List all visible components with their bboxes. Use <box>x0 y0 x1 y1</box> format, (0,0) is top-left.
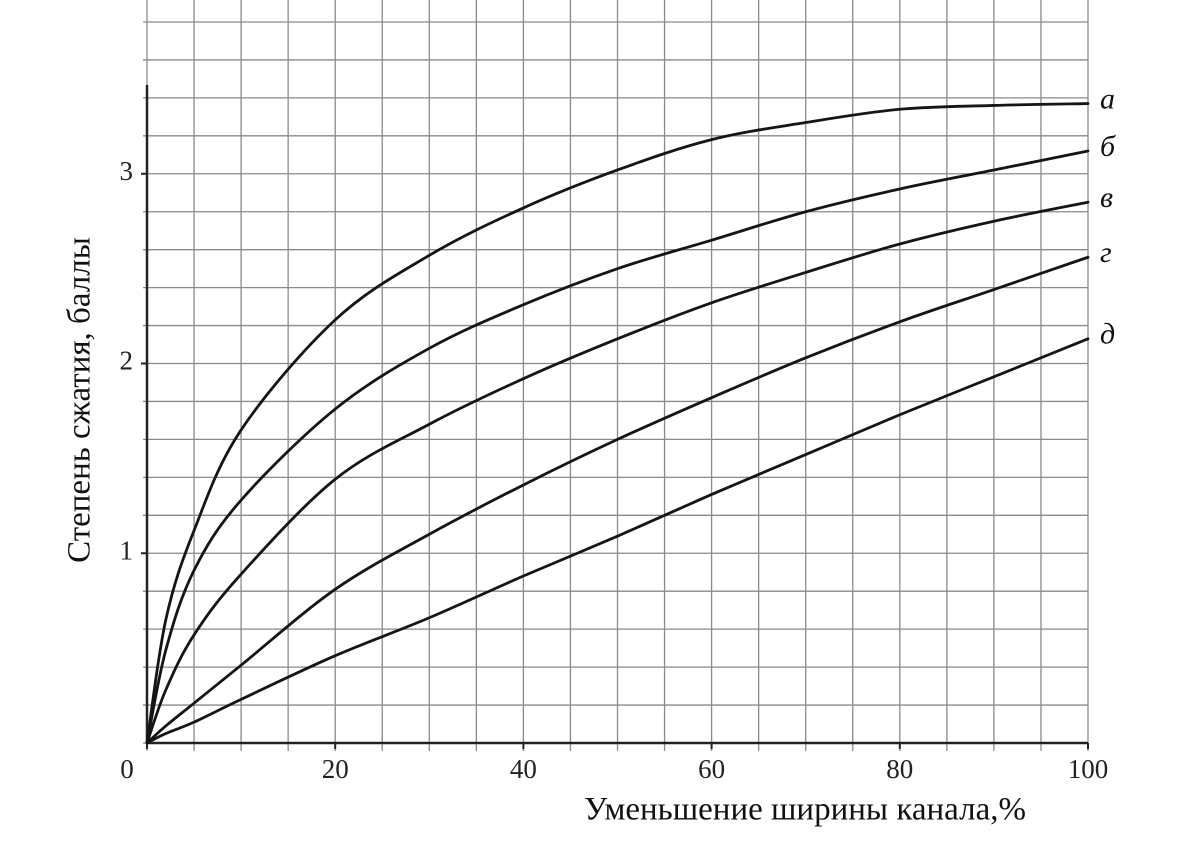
x-axis-title: Уменьшение ширины канала,% <box>584 792 1026 828</box>
series-label: г <box>1100 236 1112 269</box>
series-label: б <box>1100 130 1116 163</box>
x-tick-label: 60 <box>698 754 725 784</box>
data-line <box>145 337 1090 745</box>
data-line <box>145 102 1090 745</box>
data-line <box>145 200 1090 745</box>
series-label: а <box>1100 82 1115 115</box>
data-line <box>145 255 1090 745</box>
x-tick-label: 40 <box>510 754 537 784</box>
series-label: в <box>1100 181 1113 214</box>
series-label: д <box>1100 318 1115 351</box>
y-axis-title: Степень сжатия, баллы <box>62 237 98 563</box>
x-tick-label: 80 <box>886 754 913 784</box>
x-tick-label: 100 <box>1068 754 1109 784</box>
y-tick-label: 3 <box>120 156 134 186</box>
y-tick-label: 1 <box>120 535 134 565</box>
data-line <box>145 149 1090 745</box>
y-tick-label: 2 <box>120 346 134 376</box>
x-tick-label: 0 <box>120 754 134 784</box>
x-tick-label: 20 <box>322 754 349 784</box>
